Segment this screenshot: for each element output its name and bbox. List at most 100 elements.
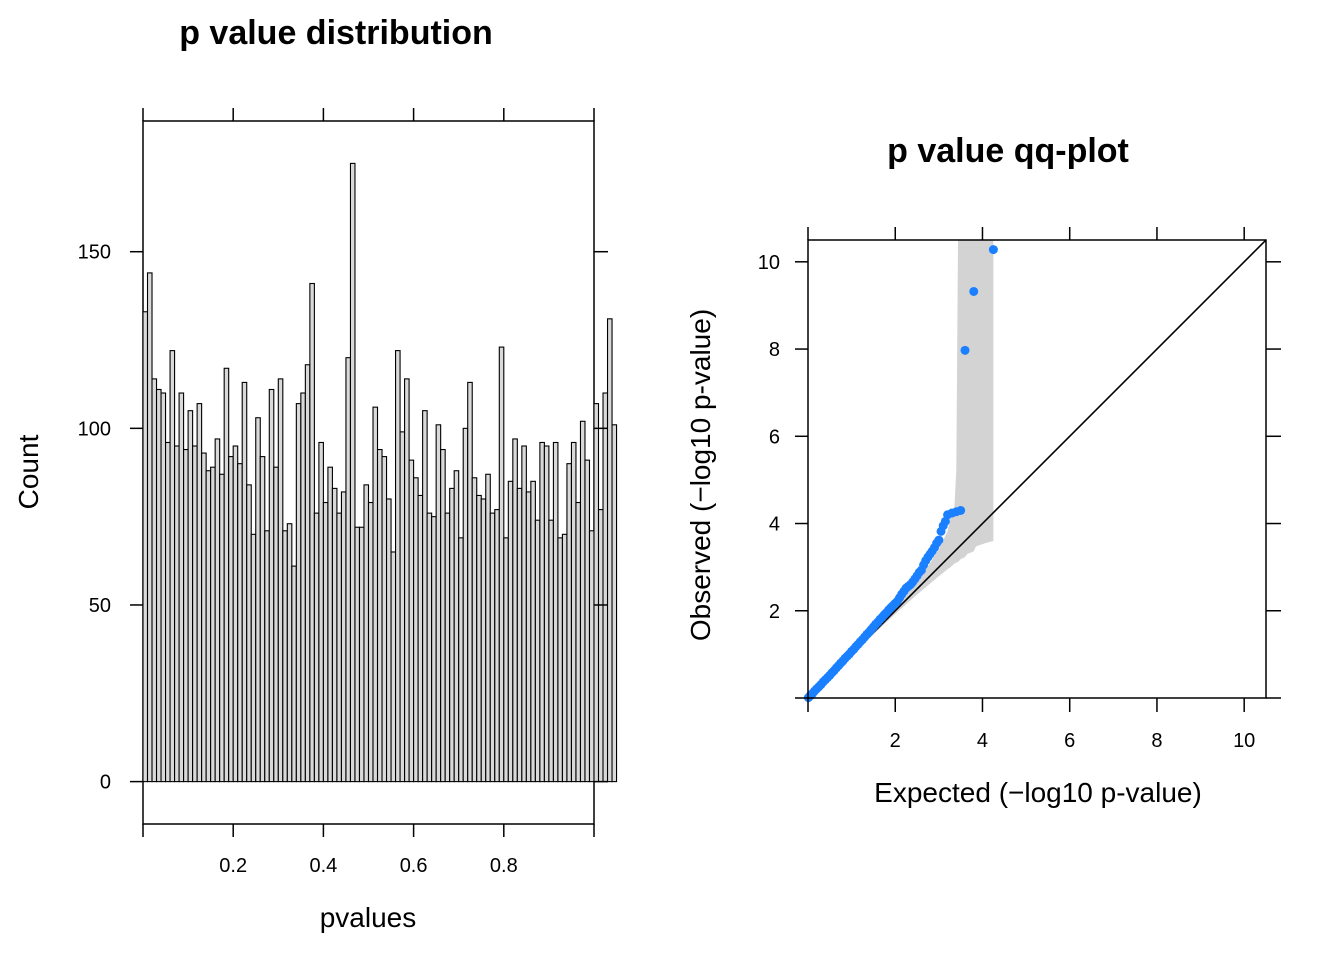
histogram-bar xyxy=(250,533,257,783)
histogram-bar xyxy=(552,441,559,783)
qq-plot-frame xyxy=(807,239,1267,699)
qq-x-tick-label: 10 xyxy=(1233,730,1255,752)
histogram-bar xyxy=(449,487,455,783)
histogram-bar xyxy=(534,519,541,783)
histogram-bar xyxy=(340,491,347,783)
histogram-bar xyxy=(584,459,591,783)
histogram-bar xyxy=(516,487,523,783)
histogram-bar xyxy=(210,466,216,783)
histogram-bar xyxy=(196,403,203,783)
histogram-bar xyxy=(268,388,275,783)
histogram-bar xyxy=(476,494,482,783)
histogram-bar xyxy=(232,445,239,783)
histogram-bar xyxy=(431,516,437,783)
histogram-bar xyxy=(498,346,505,783)
histogram-bar xyxy=(349,162,356,783)
histogram-y-axis: 0 50 100 150 xyxy=(78,242,608,794)
histogram-bar xyxy=(395,350,401,783)
histogram-bar xyxy=(363,484,370,783)
histogram-bar xyxy=(404,378,410,783)
histogram-bar xyxy=(566,463,573,783)
histogram-bar xyxy=(467,381,473,783)
histogram-x-tick-label: 0.4 xyxy=(309,855,337,877)
histogram-bar xyxy=(611,424,618,783)
histogram-bar xyxy=(282,530,288,783)
histogram-bar xyxy=(602,392,609,783)
histogram-bar xyxy=(241,381,248,783)
histogram-bar xyxy=(358,526,365,783)
histogram-bar xyxy=(521,445,527,783)
histogram-x-tick-label: 0.8 xyxy=(490,855,518,877)
histogram-bar xyxy=(178,392,185,783)
histogram-bar xyxy=(291,565,297,783)
histogram-bar xyxy=(169,350,176,783)
histogram-bar xyxy=(399,431,406,783)
histogram-bar xyxy=(597,509,604,783)
histogram-bar xyxy=(192,445,198,783)
histogram-bar xyxy=(593,403,600,783)
histogram-bar xyxy=(300,392,306,783)
histogram-bars xyxy=(142,162,618,783)
histogram-bar xyxy=(462,427,469,783)
histogram-bar xyxy=(201,452,207,783)
histogram-bar xyxy=(219,473,225,783)
qq-y-tick-label: 4 xyxy=(769,514,780,536)
histogram-bar xyxy=(548,519,554,783)
histogram-bar xyxy=(155,388,162,783)
qq-y-tick-label: 6 xyxy=(769,426,780,448)
histogram-bar xyxy=(512,438,518,783)
histogram-bar xyxy=(205,470,212,783)
histogram-bar xyxy=(575,501,582,783)
histogram-bar xyxy=(507,480,514,783)
histogram-bar xyxy=(489,512,496,783)
histogram-y-label: Count xyxy=(13,434,44,509)
histogram-bar xyxy=(183,448,189,783)
qq-x-label: Expected (−log10 p-value) xyxy=(874,777,1202,808)
histogram-bar xyxy=(579,420,586,783)
histogram-bar xyxy=(336,512,342,783)
histogram-bar xyxy=(309,282,315,783)
histogram-bar xyxy=(471,477,478,783)
histogram-bar xyxy=(408,459,415,783)
histogram-bar xyxy=(440,448,446,783)
histogram-bar xyxy=(444,512,451,783)
histogram-y-tick-label: 150 xyxy=(78,242,111,264)
histogram-bar xyxy=(525,491,532,783)
histogram-bar xyxy=(295,403,302,783)
histogram-bar xyxy=(345,357,352,783)
histogram-bar xyxy=(174,445,180,783)
qq-point xyxy=(988,245,998,255)
histogram-bar xyxy=(543,445,550,783)
qq-x-tick-label: 6 xyxy=(1064,730,1075,752)
histogram-bar xyxy=(331,487,338,783)
histogram-x-label: pvalues xyxy=(320,902,417,933)
histogram-x-tick-label: 0.6 xyxy=(400,855,428,877)
histogram-x-axis: 0.2 0.4 0.6 0.8 xyxy=(142,108,595,877)
histogram-bar xyxy=(327,466,333,783)
histogram-bar xyxy=(413,477,419,783)
histogram-bar xyxy=(453,470,460,783)
histogram-bar xyxy=(539,441,545,783)
histogram-bar xyxy=(318,441,324,783)
histogram-y-tick-label: 100 xyxy=(78,418,111,440)
histogram-bar xyxy=(458,537,464,783)
qq-reference-line xyxy=(808,240,1266,698)
qq-x-tick-label: 4 xyxy=(977,730,988,752)
histogram-y-tick-label: 50 xyxy=(89,595,111,617)
histogram-bar xyxy=(426,512,433,783)
histogram-bar xyxy=(367,501,374,783)
histogram-bar xyxy=(259,456,266,783)
histogram-bar xyxy=(372,406,379,783)
histogram-bar xyxy=(494,509,500,783)
histogram-bar xyxy=(503,537,509,783)
histogram-bar xyxy=(142,311,149,783)
histogram-panel: p value distribution 0.2 0.4 0.6 0.8 0 50 100… xyxy=(13,14,618,933)
histogram-bar xyxy=(146,272,153,783)
histogram-bar xyxy=(160,392,167,783)
histogram-bar xyxy=(381,456,388,783)
qq-point xyxy=(960,345,970,355)
histogram-bar xyxy=(165,441,171,783)
histogram-bar xyxy=(246,484,252,783)
histogram-bar xyxy=(255,417,261,783)
